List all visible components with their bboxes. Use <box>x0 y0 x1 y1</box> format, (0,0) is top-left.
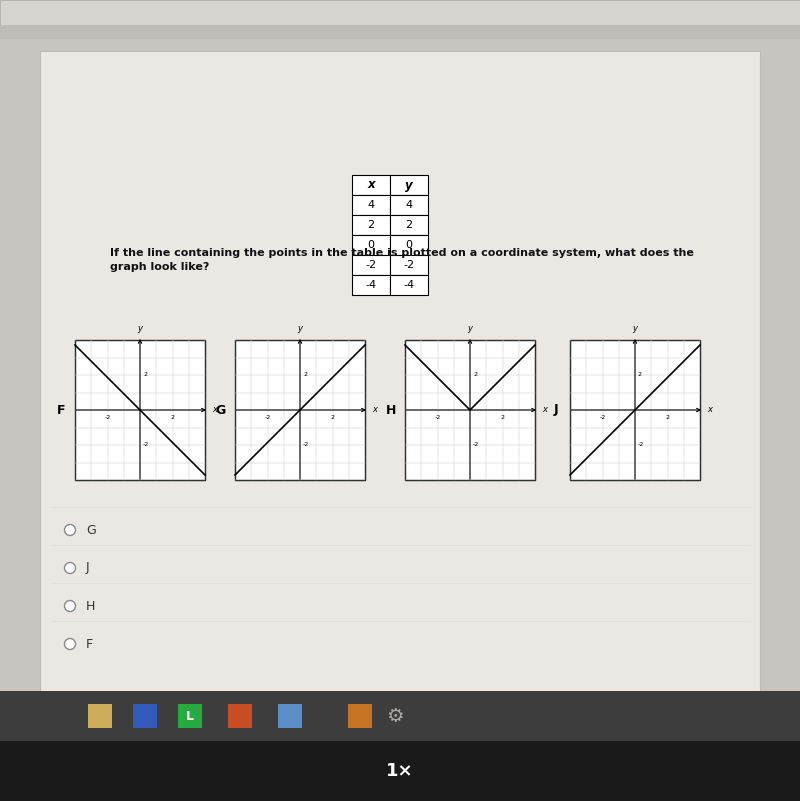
Text: ⚙: ⚙ <box>386 706 404 726</box>
Text: G: G <box>86 524 96 537</box>
Text: -2: -2 <box>638 442 644 448</box>
Text: L: L <box>186 710 194 723</box>
Bar <box>390 215 428 235</box>
Text: 4: 4 <box>406 200 413 210</box>
Circle shape <box>65 601 75 611</box>
Text: 2: 2 <box>638 372 642 377</box>
Text: 0: 0 <box>406 240 413 250</box>
Text: y: y <box>298 324 302 333</box>
Bar <box>390 235 428 255</box>
Text: -2: -2 <box>403 260 414 270</box>
Text: F: F <box>57 404 66 417</box>
Text: -2: -2 <box>143 442 150 448</box>
Bar <box>178 704 202 728</box>
Bar <box>228 704 252 728</box>
Text: 4: 4 <box>367 200 374 210</box>
Bar <box>88 704 112 728</box>
Bar <box>0 25 800 39</box>
Bar <box>352 255 390 275</box>
Circle shape <box>65 562 75 574</box>
Text: 2: 2 <box>473 372 477 377</box>
Text: x: x <box>367 179 375 191</box>
Text: 2: 2 <box>501 415 505 420</box>
Text: x: x <box>542 405 547 414</box>
Bar <box>352 175 390 195</box>
Bar <box>390 255 428 275</box>
Text: 2: 2 <box>170 415 174 420</box>
Bar <box>40 51 760 701</box>
Text: F: F <box>86 638 93 650</box>
Text: -2: -2 <box>434 415 441 420</box>
Bar <box>348 704 372 728</box>
Bar <box>0 691 800 741</box>
Text: 2: 2 <box>143 372 147 377</box>
Bar <box>0 741 800 801</box>
Text: x: x <box>707 405 712 414</box>
Text: 2: 2 <box>406 220 413 230</box>
Text: 2: 2 <box>666 415 670 420</box>
Bar <box>75 340 205 480</box>
Bar <box>390 275 428 295</box>
Bar <box>278 704 302 728</box>
Bar <box>570 340 700 480</box>
Text: If the line containing the points in the table is plotted on a coordinate system: If the line containing the points in the… <box>110 248 694 258</box>
Text: -2: -2 <box>366 260 377 270</box>
Bar <box>405 340 535 480</box>
Text: -2: -2 <box>303 442 310 448</box>
Text: -2: -2 <box>473 442 479 448</box>
Text: 0: 0 <box>367 240 374 250</box>
Text: x: x <box>212 405 217 414</box>
Text: graph look like?: graph look like? <box>110 262 210 272</box>
Text: 2: 2 <box>367 220 374 230</box>
Text: y: y <box>467 324 473 333</box>
Bar <box>352 215 390 235</box>
Circle shape <box>65 525 75 536</box>
Bar <box>390 175 428 195</box>
Bar <box>352 235 390 255</box>
Circle shape <box>65 638 75 650</box>
Text: x: x <box>372 405 377 414</box>
Text: H: H <box>86 599 95 613</box>
Text: 2: 2 <box>303 372 307 377</box>
Text: 1×: 1× <box>386 762 414 780</box>
Bar <box>235 340 365 480</box>
Text: y: y <box>138 324 142 333</box>
Bar <box>352 195 390 215</box>
Text: J: J <box>554 404 558 417</box>
Text: y: y <box>633 324 638 333</box>
Text: -2: -2 <box>599 415 606 420</box>
Text: -4: -4 <box>366 280 377 290</box>
Bar <box>0 0 800 25</box>
Text: H: H <box>386 404 396 417</box>
Text: y: y <box>405 179 413 191</box>
Bar <box>390 195 428 215</box>
Text: -2: -2 <box>104 415 110 420</box>
Text: -4: -4 <box>403 280 414 290</box>
Text: J: J <box>86 562 90 574</box>
Bar <box>133 704 157 728</box>
Text: -2: -2 <box>264 415 270 420</box>
Text: 2: 2 <box>330 415 334 420</box>
Text: G: G <box>216 404 226 417</box>
Bar <box>352 275 390 295</box>
